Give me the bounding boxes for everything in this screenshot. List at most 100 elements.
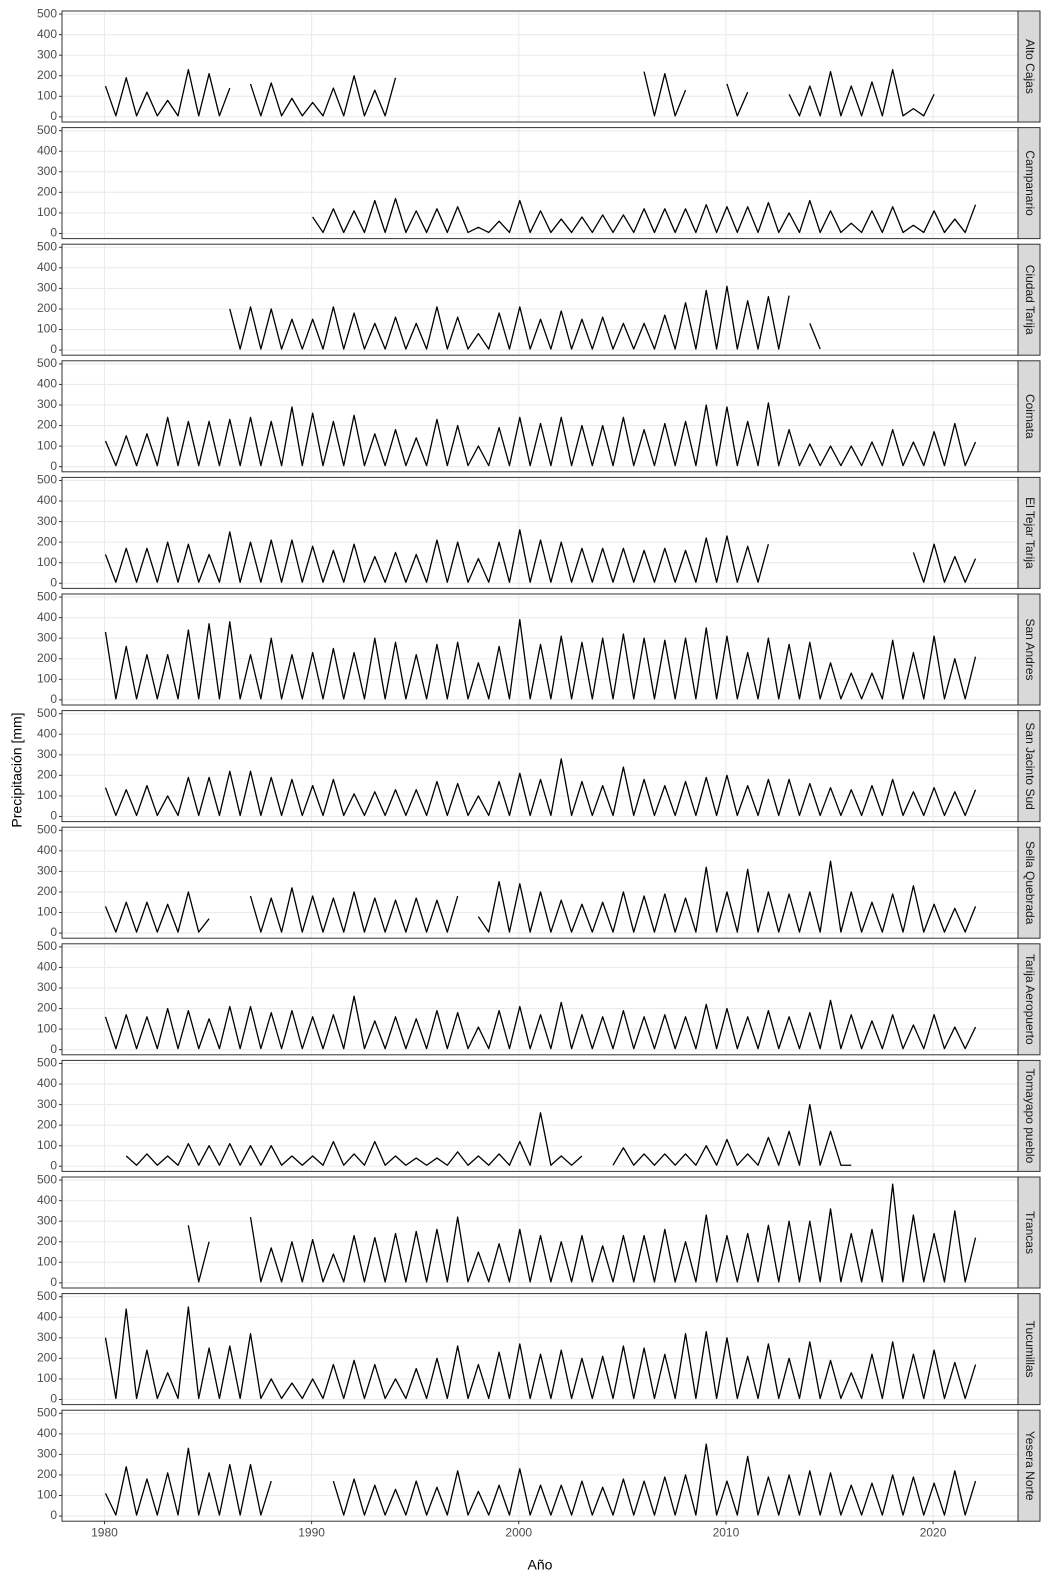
y-tick-label: 200 [37, 884, 57, 898]
y-tick-label: 100 [37, 1488, 57, 1502]
y-tick-label: 200 [37, 534, 57, 548]
strip-label: Alto Cajas [1023, 39, 1037, 94]
y-tick-label: 0 [50, 1158, 57, 1172]
y-tick-label: 300 [37, 514, 57, 528]
panel-background [62, 360, 1018, 472]
data-line [229, 285, 821, 350]
y-tick-label: 100 [37, 555, 57, 569]
y-tick-label: 0 [50, 575, 57, 589]
y-tick-label: 500 [37, 822, 57, 836]
y-tick-label: 300 [37, 630, 57, 644]
data-line [104, 68, 935, 117]
strip-label: Sella Quebrada [1023, 841, 1037, 925]
y-tick-label: 500 [37, 123, 57, 137]
strip-label: Tucumillas [1023, 1321, 1037, 1378]
y-tick-label: 400 [37, 610, 57, 624]
panel-background [62, 1410, 1018, 1522]
y-tick-label: 400 [37, 960, 57, 974]
y-tick-label: 200 [37, 185, 57, 199]
y-tick-label: 100 [37, 1254, 57, 1268]
y-tick-label: 0 [50, 1275, 57, 1289]
y-tick-label: 500 [37, 356, 57, 370]
strip [1017, 710, 1041, 823]
panel-background [62, 477, 1018, 589]
y-tick-label: 100 [37, 671, 57, 685]
y-tick-label: 400 [37, 1193, 57, 1207]
y-tick-label: 300 [37, 281, 57, 295]
y-tick-label: 100 [37, 1138, 57, 1152]
strip-label: Ciudad Tarija [1023, 265, 1037, 335]
strip-label: Yesera Norte [1023, 1431, 1037, 1501]
strip-label: San Jacinto Sud [1023, 722, 1037, 809]
panel-background [62, 827, 1018, 939]
y-tick-label: 200 [37, 1351, 57, 1365]
x-tick-label: 2020 [920, 1525, 947, 1539]
y-tick-label: 500 [37, 706, 57, 720]
y-tick-label: 200 [37, 1001, 57, 1015]
y-axis-title: Precipitación [mm] [9, 712, 25, 827]
y-tick-label: 0 [50, 226, 57, 240]
y-tick-label: 100 [37, 788, 57, 802]
y-tick-label: 200 [37, 1467, 57, 1481]
y-tick-label: 100 [37, 205, 57, 219]
data-line [187, 1183, 977, 1283]
y-tick-label: 0 [50, 342, 57, 356]
y-tick-label: 100 [37, 322, 57, 336]
y-tick-label: 400 [37, 1426, 57, 1440]
strip [1017, 943, 1041, 1056]
panel-background [62, 244, 1018, 356]
y-tick-label: 500 [37, 1289, 57, 1303]
x-tick-label: 1990 [298, 1525, 325, 1539]
y-tick-label: 400 [37, 143, 57, 157]
panel-background [62, 943, 1018, 1055]
y-tick-label: 400 [37, 1309, 57, 1323]
y-tick-label: 300 [37, 1447, 57, 1461]
strip [1017, 1409, 1041, 1522]
y-tick-label: 300 [37, 1097, 57, 1111]
y-tick-label: 200 [37, 68, 57, 82]
y-tick-label: 300 [37, 864, 57, 878]
y-tick-label: 300 [37, 980, 57, 994]
panel-background [62, 710, 1018, 822]
y-tick-label: 400 [37, 27, 57, 41]
y-tick-label: 500 [37, 1405, 57, 1419]
y-tick-label: 100 [37, 1021, 57, 1035]
y-tick-label: 200 [37, 651, 57, 665]
strip [1017, 127, 1041, 240]
data-line [104, 860, 977, 933]
y-tick-label: 0 [50, 925, 57, 939]
y-tick-label: 0 [50, 809, 57, 823]
strip [1017, 593, 1041, 706]
y-tick-label: 100 [37, 1371, 57, 1385]
y-tick-label: 400 [37, 726, 57, 740]
y-tick-label: 500 [37, 473, 57, 487]
y-tick-label: 200 [37, 418, 57, 432]
data-line [125, 1103, 852, 1166]
data-line [104, 1443, 977, 1516]
y-tick-label: 400 [37, 1076, 57, 1090]
y-tick-label: 400 [37, 843, 57, 857]
y-tick-label: 300 [37, 1330, 57, 1344]
y-tick-label: 300 [37, 47, 57, 61]
y-tick-label: 100 [37, 88, 57, 102]
x-axis-title: Año [528, 1557, 553, 1573]
y-tick-label: 200 [37, 768, 57, 782]
y-tick-label: 0 [50, 1392, 57, 1406]
strip [1017, 1059, 1041, 1172]
y-tick-label: 400 [37, 260, 57, 274]
y-tick-label: 500 [37, 1172, 57, 1186]
y-tick-label: 300 [37, 1213, 57, 1227]
y-tick-label: 0 [50, 1508, 57, 1522]
strip-label: Tarija Aeropuerto [1023, 954, 1037, 1045]
y-tick-label: 400 [37, 377, 57, 391]
data-line [104, 529, 977, 583]
data-line [312, 197, 977, 234]
strip [1017, 826, 1041, 939]
strip-label: El Tejar Tarija [1023, 497, 1037, 569]
data-line [104, 619, 977, 700]
strip [1017, 243, 1041, 356]
y-tick-label: 200 [37, 1117, 57, 1131]
y-tick-label: 200 [37, 301, 57, 315]
strip [1017, 10, 1041, 123]
